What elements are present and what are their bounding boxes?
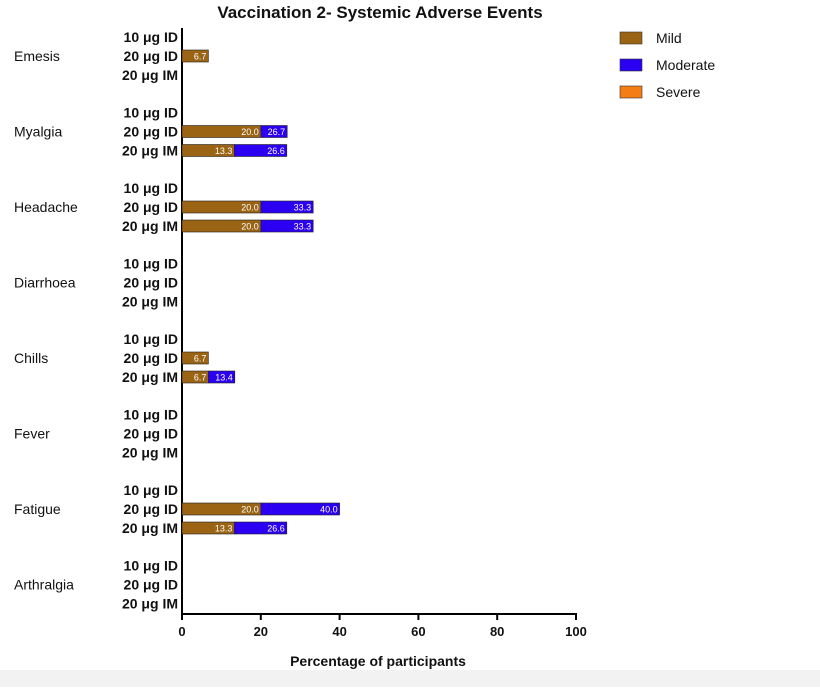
data-label: 26.7 xyxy=(268,127,286,137)
data-label: 33.3 xyxy=(294,222,312,232)
legend-swatch-severe xyxy=(619,85,643,99)
row-label: 20 μg IM xyxy=(122,143,178,159)
data-label: 26.6 xyxy=(267,524,285,534)
row-label: 20 μg ID xyxy=(124,48,178,64)
category-label-fatigue: Fatigue xyxy=(14,501,61,517)
data-label: 13.4 xyxy=(215,373,233,383)
data-label: 26.6 xyxy=(267,146,285,156)
bar-moderate xyxy=(234,144,288,157)
chart-marks: 0 20 40 60 80 100 Emesis 10 μg ID 20 μg ID 6.7 20 … xyxy=(14,28,715,639)
row-label: 10 μg ID xyxy=(124,256,178,272)
x-tick-label: 0 xyxy=(178,624,185,639)
legend-label-mild: Mild xyxy=(656,30,682,46)
data-label: 6.7 xyxy=(194,373,207,383)
row-label: 10 μg ID xyxy=(124,407,178,423)
legend-label-severe: Severe xyxy=(656,84,701,100)
x-tick-label: 20 xyxy=(254,624,268,639)
row-label: 20 μg ID xyxy=(124,350,178,366)
bar-moderate xyxy=(260,200,314,214)
row-label: 10 μg ID xyxy=(124,331,178,347)
row-label: 20 μg IM xyxy=(122,294,178,310)
bar-mild xyxy=(181,49,209,63)
category-label-headache: Headache xyxy=(14,199,78,215)
data-label: 40.0 xyxy=(320,505,338,515)
category-label-fever: Fever xyxy=(14,426,50,442)
category-label-myalgia: Myalgia xyxy=(14,124,62,140)
data-label: 6.7 xyxy=(194,354,207,364)
row-label: 20 μg IM xyxy=(122,445,178,461)
x-tick-label: 60 xyxy=(411,624,425,639)
data-label: 20.0 xyxy=(241,505,259,515)
row-label: 20 μg ID xyxy=(124,199,178,215)
bar-moderate xyxy=(260,125,288,138)
row-label: 10 μg ID xyxy=(124,180,178,196)
row-label: 10 μg ID xyxy=(124,482,178,498)
row-label: 20 μg ID xyxy=(124,501,178,517)
row-label: 10 μg ID xyxy=(124,105,178,121)
x-axis-label: Percentage of participants xyxy=(290,653,466,669)
bar-moderate xyxy=(260,219,314,233)
legend-swatch-mild xyxy=(619,31,643,45)
row-label: 20 μg ID xyxy=(124,124,178,140)
row-label: 20 μg IM xyxy=(122,67,178,83)
data-label: 33.3 xyxy=(294,203,312,213)
data-label: 6.7 xyxy=(194,52,207,62)
legend-swatch-moderate xyxy=(619,58,643,72)
data-label: 20.0 xyxy=(241,222,259,232)
row-label: 20 μg IM xyxy=(122,596,178,612)
row-label: 20 μg ID xyxy=(124,275,178,291)
legend-label-moderate: Moderate xyxy=(656,57,715,73)
row-label: 10 μg ID xyxy=(124,558,178,574)
category-label-chills: Chills xyxy=(14,350,48,366)
x-tick-label: 40 xyxy=(332,624,346,639)
row-label: 20 μg IM xyxy=(122,369,178,385)
bar-moderate xyxy=(234,521,288,535)
category-label-emesis: Emesis xyxy=(14,48,60,64)
category-label-diarrhoea: Diarrhoea xyxy=(14,275,76,291)
category-label-arthralgia: Arthralgia xyxy=(14,577,74,593)
x-tick-label: 100 xyxy=(565,624,587,639)
row-label: 20 μg IM xyxy=(122,520,178,536)
row-label: 20 μg ID xyxy=(124,577,178,593)
x-tick-label: 80 xyxy=(490,624,504,639)
data-label: 13.3 xyxy=(215,524,233,534)
chart-title: Vaccination 2- Systemic Adverse Events xyxy=(217,3,542,22)
bar-moderate xyxy=(260,502,340,516)
data-label: 13.3 xyxy=(215,146,233,156)
bar-mild xyxy=(181,351,209,365)
row-label: 10 μg ID xyxy=(124,29,178,45)
data-label: 20.0 xyxy=(241,203,259,213)
bar-moderate xyxy=(208,370,236,384)
row-label: 20 μg IM xyxy=(122,218,178,234)
data-label: 20.0 xyxy=(241,127,259,137)
footer-strip xyxy=(0,670,820,687)
row-label: 20 μg ID xyxy=(124,426,178,442)
